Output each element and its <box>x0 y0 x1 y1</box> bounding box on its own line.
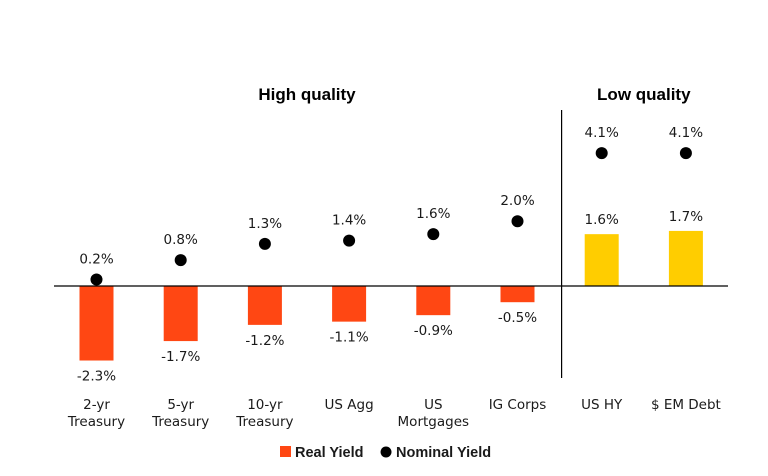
nominal-yield-dot <box>679 147 692 160</box>
category-label-line: US <box>424 397 442 413</box>
real-yield-bar <box>163 286 198 342</box>
nominal-yield-label: 1.3% <box>248 216 282 232</box>
nominal-yield-label: 1.6% <box>416 206 450 222</box>
legend-label-real-yield: Real Yield <box>295 445 364 461</box>
real-yield-bar <box>332 286 367 322</box>
nominal-yield-label: 4.1% <box>585 125 619 141</box>
category-label: 2-yr Treasury <box>67 397 125 430</box>
real-yield-label: -0.9% <box>414 323 453 339</box>
real-yield-bar <box>668 230 703 286</box>
category-label-line: Treasury <box>67 414 125 430</box>
legend-marker-real-yield <box>280 446 291 457</box>
category-label: $ EM Debt <box>651 397 721 413</box>
real-yield-bars <box>79 230 703 361</box>
category-label-line: 10-yr <box>247 397 283 413</box>
category-label-line: Treasury <box>235 414 293 430</box>
category-label: US HY <box>581 397 623 413</box>
nominal-yield-dot <box>511 215 524 228</box>
category-label-line: US Agg <box>325 397 374 413</box>
real-yield-label: -2.3% <box>77 369 116 385</box>
nominal-yield-dots <box>90 147 692 286</box>
real-yield-bar <box>247 286 282 325</box>
category-label-line: US HY <box>581 397 623 413</box>
nominal-yield-dot <box>595 147 608 160</box>
category-label-line: Treasury <box>151 414 209 430</box>
legend-marker-nominal-yield <box>380 446 392 458</box>
real-yield-label: -0.5% <box>498 310 537 326</box>
legend-label-nominal-yield: Nominal Yield <box>396 445 491 461</box>
category-label: 5-yr Treasury <box>151 397 209 430</box>
group-label-0: High quality <box>258 85 356 104</box>
category-label-line: 2-yr <box>83 397 110 413</box>
nominal-yield-dot <box>174 254 187 267</box>
nominal-yield-label: 0.2% <box>79 252 113 268</box>
nominal-yield-label: 2.0% <box>500 193 534 209</box>
nominal-yield-labels: 0.2% 0.8% 1.3% 1.4% 1.6% 2.0% 4.1% 4.1% <box>79 125 703 267</box>
real-yield-label: -1.7% <box>161 349 200 365</box>
category-label: IG Corps <box>489 397 547 413</box>
nominal-yield-dot <box>90 273 103 286</box>
real-yield-bar <box>79 286 114 361</box>
legend: Real Yield Nominal Yield <box>280 445 491 461</box>
nominal-yield-dot <box>427 228 440 241</box>
nominal-yield-label: 0.8% <box>164 232 198 248</box>
real-yield-label: -1.2% <box>245 333 284 349</box>
category-label: 10-yr Treasury <box>235 397 293 430</box>
group-labels: High quality Low quality <box>258 85 691 104</box>
axes <box>54 110 728 378</box>
real-yield-bar <box>500 286 535 303</box>
category-label: US Agg <box>325 397 374 413</box>
category-label-line: Mortgages <box>398 414 470 430</box>
nominal-yield-dot <box>258 237 271 250</box>
category-label-line: $ EM Debt <box>651 397 721 413</box>
group-label-1: Low quality <box>597 85 691 104</box>
nominal-yield-label: 4.1% <box>669 125 703 141</box>
category-label-line: IG Corps <box>489 397 547 413</box>
real-yield-label: -1.1% <box>330 330 369 346</box>
nominal-yield-dot <box>343 234 356 247</box>
nominal-yield-label: 1.4% <box>332 213 366 229</box>
real-yield-label: 1.7% <box>669 209 703 225</box>
real-yield-label: 1.6% <box>585 212 619 228</box>
category-label: US Mortgages <box>398 397 470 430</box>
category-label-line: 5-yr <box>167 397 194 413</box>
real-yield-labels: -2.3% -1.7% -1.2% -1.1% -0.9% -0.5% 1.6% 1.7% <box>77 209 703 385</box>
real-yield-bar <box>584 234 619 286</box>
real-yield-bar <box>416 286 451 316</box>
